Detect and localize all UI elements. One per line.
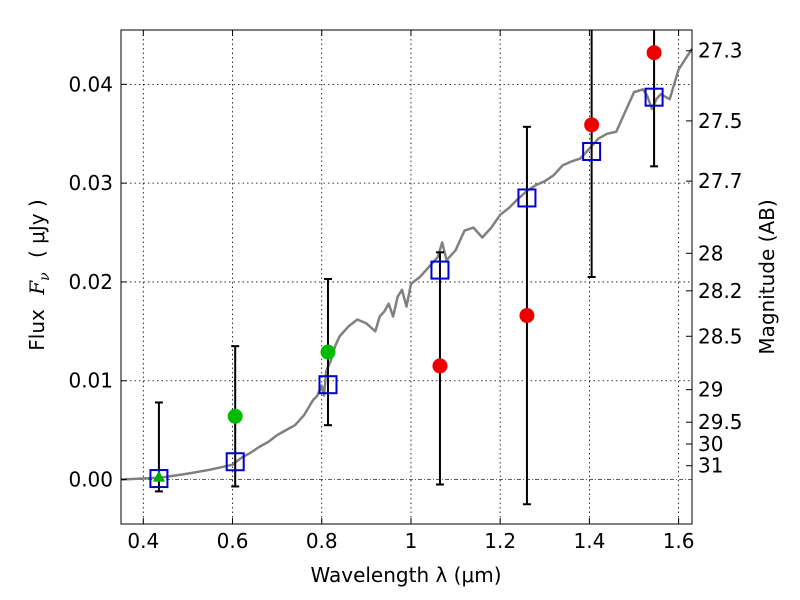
model-square-3 <box>430 260 450 280</box>
data-markers <box>149 45 664 489</box>
mag-tick-label-5: 28.5 <box>698 324 743 348</box>
x-tick-label-3: 1 <box>405 529 418 553</box>
x-tick-label-6: 1.6 <box>663 529 695 553</box>
error-bars <box>154 30 659 506</box>
y-axis-label: Flux Fν ( μJy ) <box>25 199 54 350</box>
y-axis-label-unit: ( μJy ) <box>25 199 49 258</box>
mag-tick-label-1: 27.5 <box>698 109 743 133</box>
y-axis-ticks: 0.00 0.01 0.02 0.03 0.04 <box>68 72 127 492</box>
red-point-2 <box>584 117 600 133</box>
mag-tick-label-9: 31 <box>698 454 723 478</box>
model-spectrum <box>120 48 694 481</box>
model-square-4 <box>517 188 537 208</box>
spectrum-line <box>120 48 694 481</box>
x-tick-label-5: 1.4 <box>573 529 605 553</box>
red-point-1 <box>519 308 535 324</box>
red-point-3 <box>646 45 662 61</box>
model-square-1 <box>225 452 245 472</box>
triangle-point-0 <box>152 470 165 482</box>
y-tick-label-1: 0.01 <box>68 369 113 393</box>
x-axis-ticks: 0.4 0.6 0.8 1 1.2 1.4 1.6 <box>127 30 695 553</box>
x-tick-label-1: 0.6 <box>217 529 249 553</box>
model-square-2 <box>318 375 338 395</box>
y-tick-label-3: 0.03 <box>68 171 113 195</box>
green-point-0 <box>227 408 243 424</box>
grid-lines <box>121 30 692 524</box>
mag-tick-label-3: 28 <box>698 241 723 265</box>
mag-tick-label-6: 29 <box>698 378 723 402</box>
model-square-6 <box>644 87 664 107</box>
x-axis-label: Wavelength λ (μm) <box>310 563 501 587</box>
y-tick-label-0: 0.00 <box>68 468 113 492</box>
x-tick-label-2: 0.8 <box>306 529 338 553</box>
plot-frame <box>120 29 693 525</box>
green-point-1 <box>320 344 336 360</box>
x-tick-label-0: 0.4 <box>127 529 159 553</box>
model-square-0 <box>149 469 169 489</box>
y-axis-label-prefix: Flux <box>25 309 49 351</box>
mag-tick-label-0: 27.3 <box>698 39 743 63</box>
mag-tick-label-2: 27.7 <box>698 169 743 193</box>
red-point-0 <box>432 358 448 374</box>
y-tick-label-2: 0.02 <box>68 270 113 294</box>
x-tick-label-4: 1.2 <box>484 529 516 553</box>
y-tick-label-4: 0.04 <box>68 72 113 96</box>
mag-tick-label-8: 30 <box>698 432 723 456</box>
y-axis-label-subscript: ν <box>37 272 53 281</box>
model-square-5 <box>582 142 602 162</box>
magnitude-axis-label: Magnitude (AB) <box>755 199 779 354</box>
mag-tick-label-7: 29.5 <box>698 410 743 434</box>
mag-tick-label-4: 28.2 <box>698 279 743 303</box>
y-axis-label-symbol: F <box>25 280 49 296</box>
